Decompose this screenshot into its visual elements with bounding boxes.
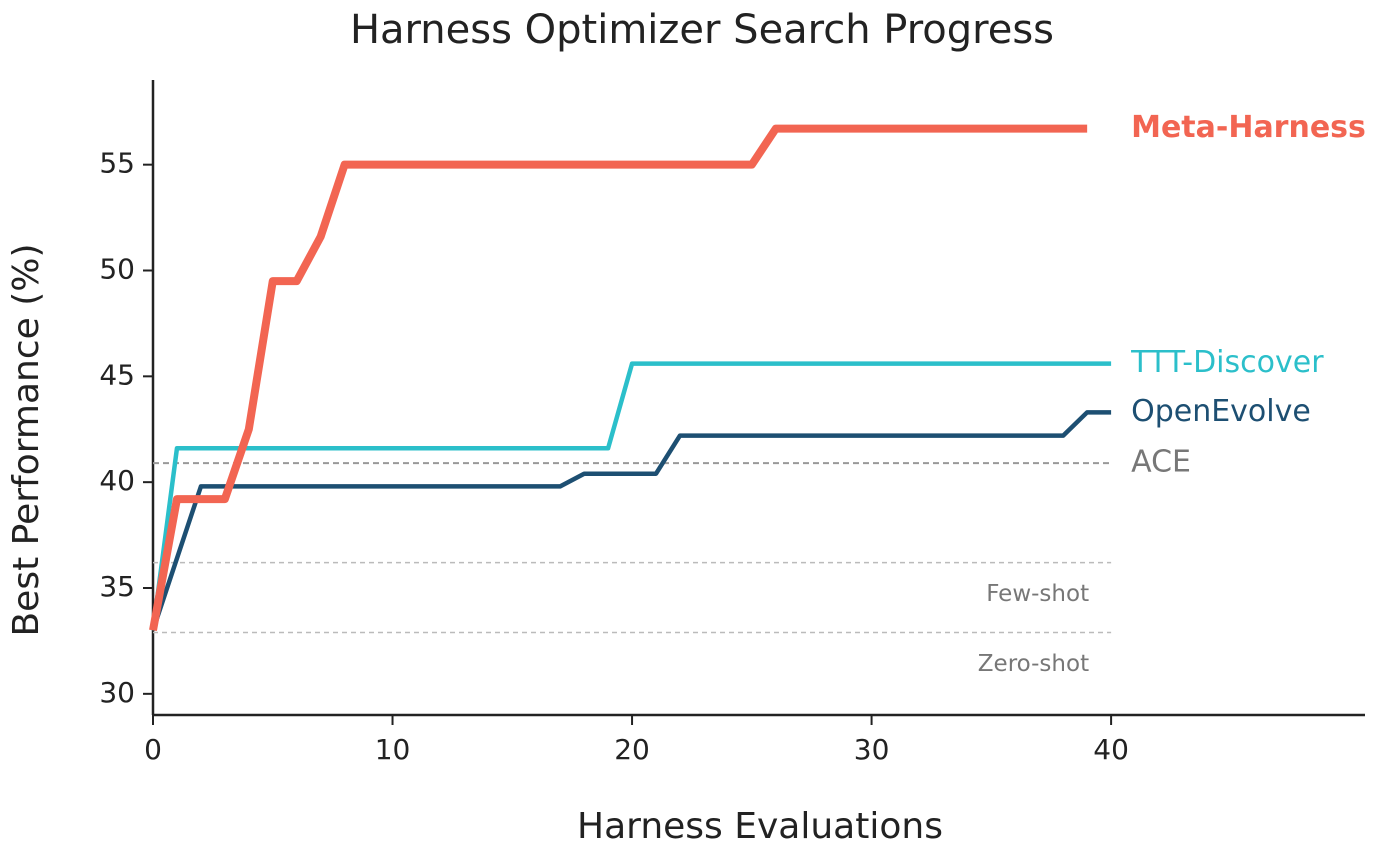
x-tick-label: 0 xyxy=(144,733,162,766)
reference-label: Few-shot xyxy=(986,581,1089,607)
x-tick-label: 10 xyxy=(375,733,411,766)
x-axis-label: Harness Evaluations xyxy=(577,806,943,847)
y-tick-label: 40 xyxy=(99,464,135,497)
reference-label: ACE xyxy=(1131,445,1191,480)
x-tick-label: 30 xyxy=(854,733,890,766)
y-tick-label: 30 xyxy=(99,676,135,709)
reference-label: Zero-shot xyxy=(978,651,1089,677)
series-label: Meta-Harness xyxy=(1131,110,1366,145)
series-label: TTT-Discover xyxy=(1130,345,1324,380)
series-line xyxy=(150,410,1112,632)
y-tick-label: 45 xyxy=(99,358,135,391)
x-tick-label: 20 xyxy=(614,733,650,766)
y-tick-label: 50 xyxy=(99,253,135,286)
y-tick-label: 35 xyxy=(99,570,135,603)
y-tick-label: 55 xyxy=(99,147,135,180)
y-axis-label: Best Performance (%) xyxy=(6,243,47,636)
series-line xyxy=(149,124,1088,632)
series-label: OpenEvolve xyxy=(1131,394,1311,429)
series-line xyxy=(150,361,1112,631)
chart-title: Harness Optimizer Search Progress xyxy=(350,7,1054,53)
x-tick-label: 40 xyxy=(1093,733,1129,766)
